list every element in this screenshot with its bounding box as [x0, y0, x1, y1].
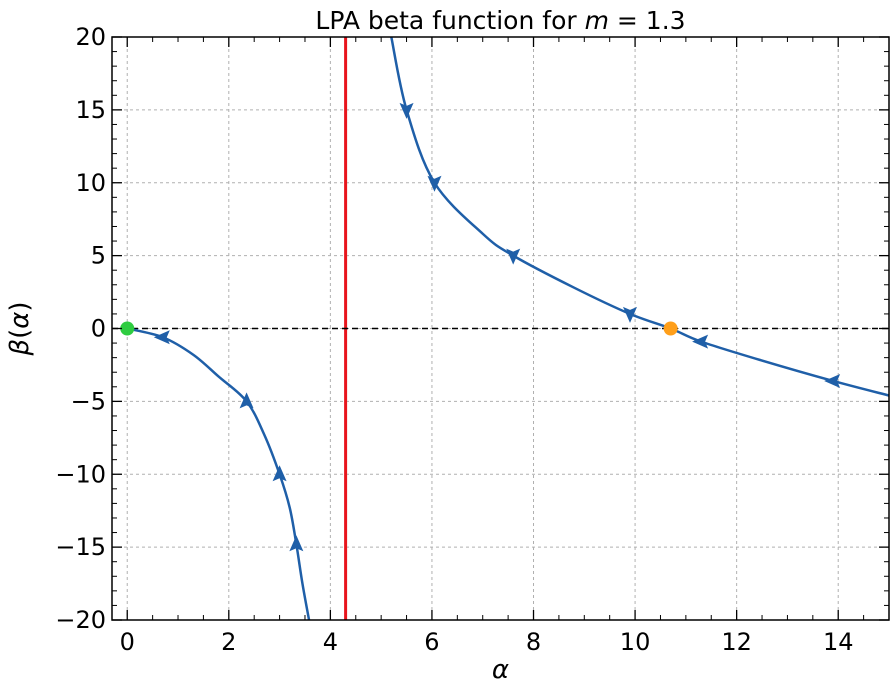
y-label-close-paren: ) — [5, 301, 35, 311]
x-tick-label: 12 — [721, 628, 752, 656]
gaussian-fixed-point — [120, 321, 135, 336]
series-layer — [126, 36, 890, 621]
flow-arrow — [427, 175, 442, 192]
flow-arrow — [623, 306, 637, 323]
grid-lines — [112, 36, 889, 621]
y-tick-label: −15 — [55, 533, 106, 561]
y-label-open-paren: ( — [5, 329, 35, 339]
flow-arrow — [506, 248, 521, 265]
x-axis-label: α — [492, 655, 509, 685]
x-tick-labels: 0 2 4 6 8 10 12 14 — [120, 628, 854, 656]
title-suffix: = 1.3 — [609, 6, 686, 35]
x-tick-label: 2 — [221, 628, 236, 656]
y-axis-label: β(α) — [5, 301, 35, 356]
y-tick-label: 10 — [75, 169, 106, 197]
y-tick-label: 20 — [75, 23, 106, 51]
y-tick-label: 5 — [91, 242, 106, 270]
chart-title: LPA beta function for m = 1.3 — [315, 6, 685, 35]
flow-arrow — [239, 392, 254, 409]
y-tick-label: −20 — [55, 606, 106, 634]
x-tick-label: 14 — [823, 628, 854, 656]
fixed-point-layer — [120, 321, 678, 336]
flow-arrow — [399, 102, 414, 119]
title-variable: m — [585, 6, 609, 35]
x-tick-label: 8 — [526, 628, 541, 656]
x-tick-label: 4 — [323, 628, 338, 656]
flow-arrow — [692, 334, 709, 349]
tick-marks — [112, 36, 890, 621]
y-tick-labels: −20 −15 −10 −5 0 5 10 15 20 — [55, 23, 106, 634]
x-tick-label: 10 — [620, 628, 651, 656]
flow-arrow — [153, 330, 170, 345]
y-tick-label: 0 — [91, 315, 106, 343]
beta-curve-branch-2 — [390, 36, 890, 397]
title-prefix: LPA beta function for — [315, 6, 584, 35]
flow-arrow — [824, 373, 841, 388]
flow-arrow — [289, 535, 304, 552]
y-tick-label: −10 — [55, 460, 106, 488]
y-label-alpha: α — [5, 312, 35, 329]
y-label-beta: β — [5, 339, 35, 357]
beta-curve-branch-1 — [126, 327, 311, 621]
x-tick-label: 0 — [120, 628, 135, 656]
y-tick-label: −5 — [71, 387, 106, 415]
x-tick-label: 6 — [424, 628, 439, 656]
flow-arrow-layer — [153, 102, 841, 552]
nontrivial-fixed-point — [663, 321, 678, 336]
y-tick-label: 15 — [75, 96, 106, 124]
flow-arrow — [272, 465, 287, 482]
